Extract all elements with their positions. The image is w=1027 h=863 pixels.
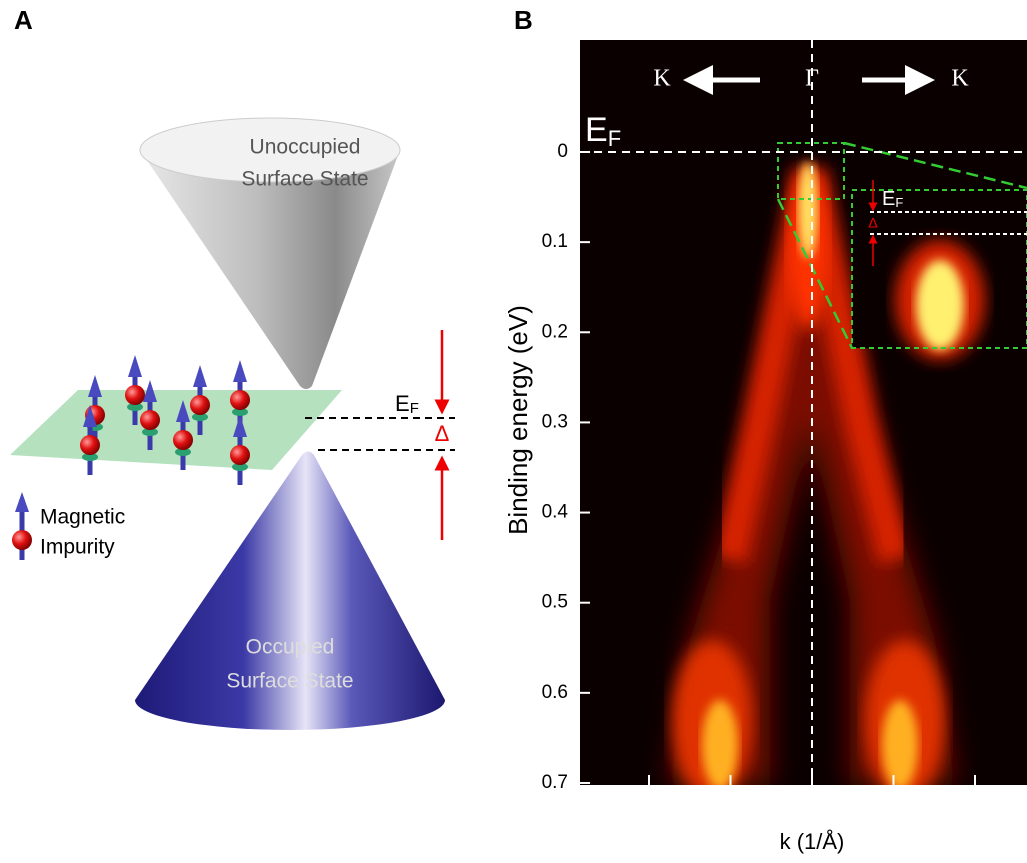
spin-base	[192, 413, 208, 421]
cone-label: Surface State	[241, 168, 368, 191]
fermi-main: E	[395, 391, 410, 416]
upper-cone-top	[139, 117, 401, 183]
legend-ball	[12, 530, 32, 550]
y-tick-label: 0.7	[542, 772, 568, 793]
spin-head	[143, 380, 157, 402]
inset-frame	[851, 189, 1027, 349]
upper-cone	[140, 118, 400, 389]
spin-base	[232, 408, 248, 416]
spin-head	[83, 405, 97, 427]
spin-head	[128, 355, 142, 377]
y-tick-label: 0.3	[542, 411, 568, 432]
x-tick-label: 0.25	[712, 792, 749, 813]
spin-base	[175, 448, 191, 456]
legend-text: Magnetic	[40, 506, 125, 529]
spin-head	[176, 400, 190, 422]
legend-text: Impurity	[40, 536, 115, 559]
spin-base	[142, 428, 158, 436]
x-tick-label: 0	[807, 792, 818, 813]
spin-head	[233, 415, 247, 437]
inset-spectrum	[916, 260, 964, 350]
y-tick-label: 0.5	[542, 592, 568, 613]
spin-ball	[125, 385, 145, 405]
panel-label: B	[514, 5, 533, 35]
inset-fermi: EF	[882, 188, 903, 210]
x-axis-label: k (1/Å)	[780, 829, 845, 854]
spin-ball	[230, 390, 250, 410]
legend-arrow-head	[15, 492, 29, 512]
fermi-main: E	[882, 188, 895, 210]
y-tick-label: 0.4	[542, 502, 569, 523]
panel-label: A	[14, 5, 33, 35]
impurities	[80, 355, 250, 485]
spin-ball	[140, 410, 160, 430]
y-axis-label: Binding energy (eV)	[503, 305, 533, 535]
y-tick-label: 0.2	[542, 321, 568, 342]
direction-label: Γ	[805, 66, 819, 92]
spin-head	[233, 360, 247, 382]
fermi-sub: F	[895, 195, 903, 210]
zoom-line	[776, 198, 854, 349]
spin-ball	[190, 395, 210, 415]
spin-base	[82, 453, 98, 461]
cone-label: Unoccupied	[250, 136, 361, 159]
fermi-sub: F	[608, 126, 621, 151]
spin-head	[193, 365, 207, 387]
direction-label: K	[951, 66, 969, 92]
spin-head	[88, 375, 102, 397]
fermi-label: EF	[395, 391, 419, 417]
direction-label: K	[653, 66, 671, 92]
x-tick-label: 0.5	[636, 792, 662, 813]
spectrum	[670, 162, 955, 785]
lower-cone	[135, 451, 445, 730]
spin-base	[232, 463, 248, 471]
y-tick-label: 0.1	[542, 231, 568, 252]
inset-gap: Δ	[868, 215, 877, 231]
spin-ball	[80, 435, 100, 455]
spin-ball	[173, 430, 193, 450]
spin-ball	[230, 445, 250, 465]
spin-base	[127, 403, 143, 411]
gap-label: Δ	[435, 421, 450, 446]
y-tick-label: 0.6	[542, 682, 568, 703]
cone-label: Occupied	[246, 636, 335, 659]
plane	[10, 390, 342, 470]
x-tick-label: 0.5	[962, 792, 988, 813]
fermi-sub: F	[410, 400, 419, 417]
x-tick-label: 0.25	[875, 792, 912, 813]
fermi-label: EF	[585, 111, 621, 151]
fermi-main: E	[585, 111, 608, 149]
y-tick-label: 0	[557, 141, 568, 162]
cone-label: Surface State	[226, 670, 353, 693]
zoom-line	[843, 141, 1027, 190]
